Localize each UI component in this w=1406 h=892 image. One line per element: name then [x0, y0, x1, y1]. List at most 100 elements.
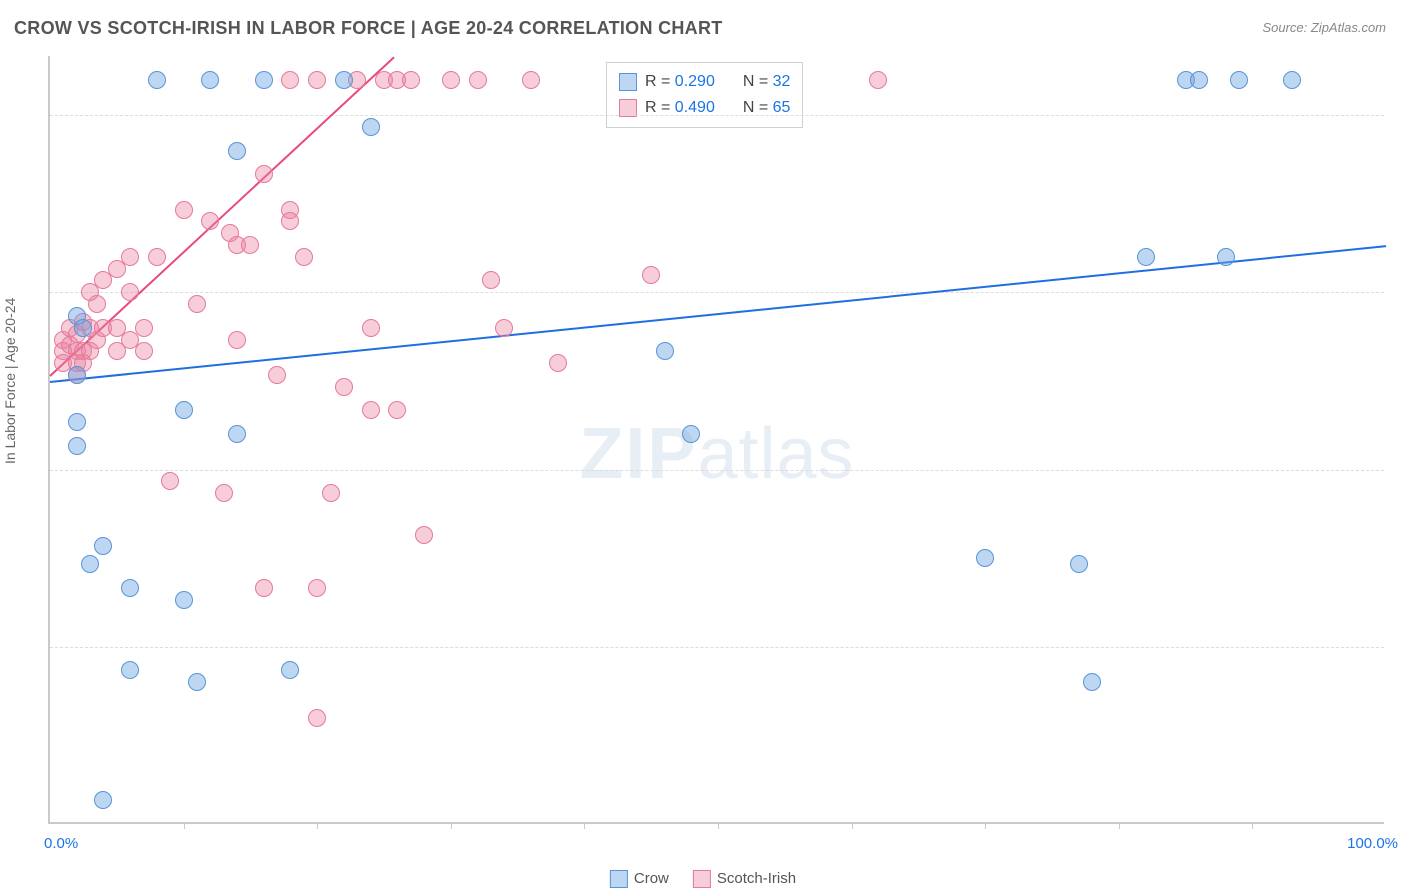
- data-point: [402, 71, 420, 89]
- data-point: [495, 319, 513, 337]
- series-name: Scotch-Irish: [717, 870, 796, 887]
- legend-n-text: N = 32: [743, 73, 791, 91]
- data-point: [308, 71, 326, 89]
- data-point: [175, 401, 193, 419]
- data-point: [121, 579, 139, 597]
- data-point: [1083, 673, 1101, 691]
- data-point: [175, 201, 193, 219]
- data-point: [642, 266, 660, 284]
- data-point: [255, 71, 273, 89]
- data-point: [215, 484, 233, 502]
- data-point: [228, 425, 246, 443]
- data-point: [442, 71, 460, 89]
- x-axis-tick: [1252, 822, 1253, 829]
- x-axis-tick: [1119, 822, 1120, 829]
- data-point: [255, 165, 273, 183]
- legend-r-text: R = 0.290: [645, 73, 715, 91]
- data-point: [362, 319, 380, 337]
- data-point: [335, 71, 353, 89]
- data-point: [121, 661, 139, 679]
- x-axis-tick: [852, 822, 853, 829]
- legend-swatch: [619, 73, 637, 91]
- data-point: [522, 71, 540, 89]
- chart-title: CROW VS SCOTCH-IRISH IN LABOR FORCE | AG…: [14, 18, 723, 38]
- data-point: [308, 709, 326, 727]
- data-point: [281, 661, 299, 679]
- data-point: [281, 71, 299, 89]
- y-axis-title: In Labor Force | Age 20-24: [2, 298, 18, 464]
- data-point: [469, 71, 487, 89]
- data-point: [281, 212, 299, 230]
- data-point: [121, 248, 139, 266]
- x-axis-max-label: 100.0%: [1347, 835, 1398, 852]
- data-point: [682, 425, 700, 443]
- data-point: [241, 236, 259, 254]
- data-point: [308, 579, 326, 597]
- data-point: [201, 71, 219, 89]
- data-point: [228, 331, 246, 349]
- data-point: [94, 537, 112, 555]
- gridline: [50, 292, 1384, 293]
- legend-swatch: [693, 870, 711, 888]
- data-point: [121, 283, 139, 301]
- data-point: [656, 342, 674, 360]
- chart-area: ZIPatlas R = 0.290N = 32R = 0.490N = 65 …: [48, 56, 1384, 824]
- legend-row: R = 0.490N = 65: [619, 95, 790, 121]
- data-point: [88, 295, 106, 313]
- trend-line: [50, 245, 1386, 383]
- data-point: [295, 248, 313, 266]
- data-point: [976, 549, 994, 567]
- data-point: [148, 71, 166, 89]
- x-axis-tick: [985, 822, 986, 829]
- x-axis-tick: [451, 822, 452, 829]
- data-point: [869, 71, 887, 89]
- legend-swatch: [610, 870, 628, 888]
- data-point: [94, 791, 112, 809]
- data-point: [135, 319, 153, 337]
- data-point: [335, 378, 353, 396]
- watermark: ZIPatlas: [579, 413, 854, 495]
- data-point: [1137, 248, 1155, 266]
- data-point: [228, 142, 246, 160]
- data-point: [81, 555, 99, 573]
- series-legend-item: Crow: [610, 870, 669, 888]
- data-point: [201, 212, 219, 230]
- data-point: [148, 248, 166, 266]
- legend-row: R = 0.290 N = 32: [619, 69, 790, 95]
- x-axis-min-label: 0.0%: [44, 835, 78, 852]
- data-point: [68, 437, 86, 455]
- data-point: [268, 366, 286, 384]
- series-legend: Crow Scotch-Irish: [610, 870, 796, 888]
- series-legend-item: Scotch-Irish: [693, 870, 796, 888]
- data-point: [388, 401, 406, 419]
- x-axis-tick: [584, 822, 585, 829]
- data-point: [482, 271, 500, 289]
- data-point: [1230, 71, 1248, 89]
- gridline: [50, 470, 1384, 471]
- gridline: [50, 115, 1384, 116]
- data-point: [74, 319, 92, 337]
- x-axis-tick: [184, 822, 185, 829]
- correlation-legend: R = 0.290 N = 32 R = 0.490N = 65: [606, 62, 803, 128]
- data-point: [362, 118, 380, 136]
- data-point: [255, 579, 273, 597]
- data-point: [549, 354, 567, 372]
- data-point: [415, 526, 433, 544]
- data-point: [1190, 71, 1208, 89]
- data-point: [161, 472, 179, 490]
- x-axis-tick: [718, 822, 719, 829]
- source-label: Source: ZipAtlas.com: [1262, 20, 1386, 35]
- data-point: [188, 673, 206, 691]
- gridline: [50, 647, 1384, 648]
- data-point: [175, 591, 193, 609]
- data-point: [68, 413, 86, 431]
- data-point: [1070, 555, 1088, 573]
- data-point: [322, 484, 340, 502]
- series-name: Crow: [634, 870, 669, 887]
- data-point: [1217, 248, 1235, 266]
- x-axis-tick: [317, 822, 318, 829]
- data-point: [1283, 71, 1301, 89]
- data-point: [188, 295, 206, 313]
- data-point: [135, 342, 153, 360]
- data-point: [362, 401, 380, 419]
